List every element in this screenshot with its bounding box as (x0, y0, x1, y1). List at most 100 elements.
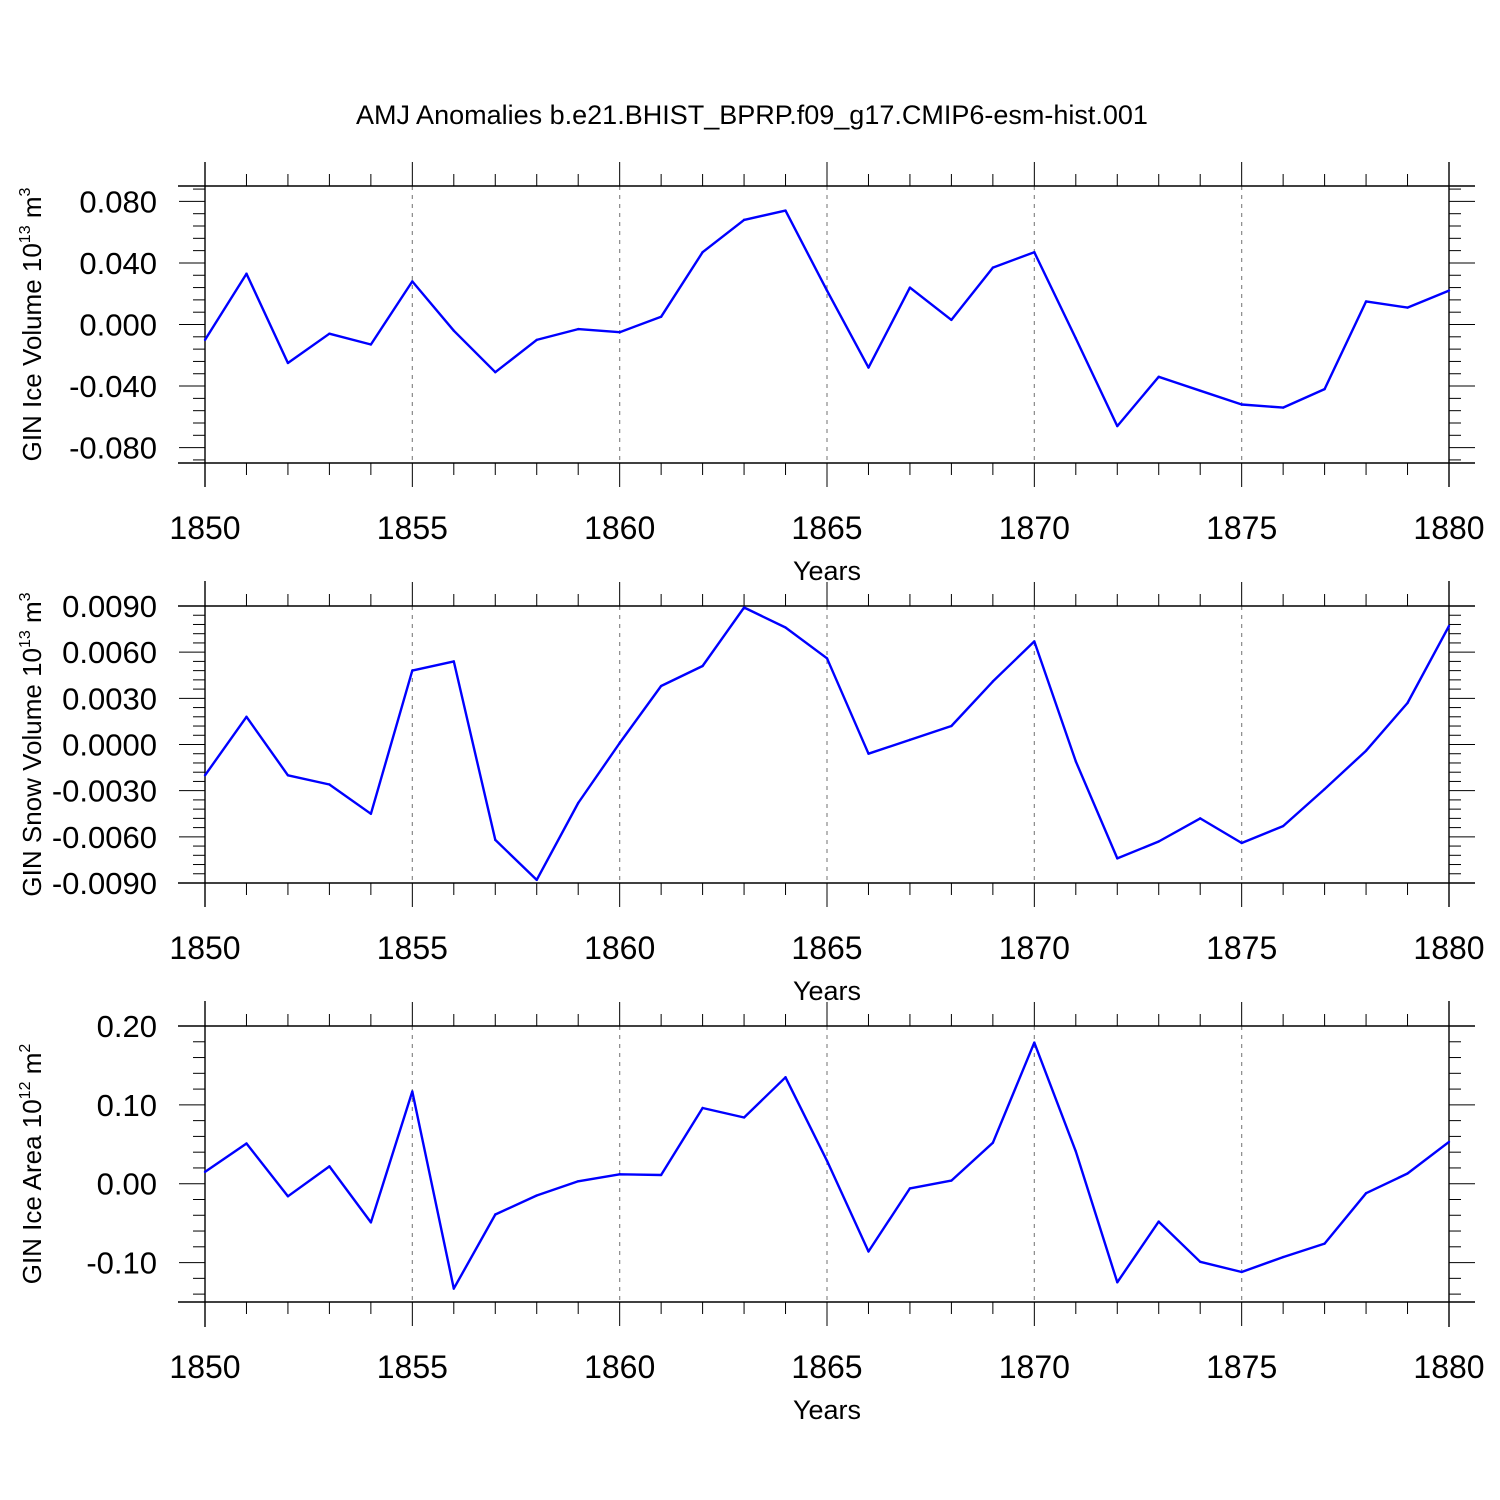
data-point (286, 1195, 290, 1198)
y-tick-label: 0.000 (79, 308, 157, 343)
data-point (535, 1194, 538, 1197)
y-axis-label: GIN Ice Area 1012 m2 (17, 1044, 47, 1285)
data-point (1447, 624, 1451, 628)
x-tick-label: 1855 (377, 1349, 448, 1385)
y-tick-label: -0.040 (69, 369, 157, 404)
data-point (908, 286, 912, 289)
y-tick-label: -0.080 (69, 431, 157, 466)
data-point (618, 330, 621, 334)
data-point (535, 878, 538, 882)
data-point (701, 250, 704, 254)
data-point (991, 266, 995, 269)
data-point (1323, 787, 1326, 791)
data-point (1406, 1172, 1409, 1175)
data-point (494, 838, 497, 842)
x-tick-label: 1850 (169, 510, 240, 546)
data-point (908, 1187, 912, 1190)
data-point (1406, 306, 1409, 309)
data-point (1074, 760, 1078, 763)
data-point (1033, 250, 1036, 254)
data-point (742, 606, 746, 609)
panel-2: 1850 1855 1860 1865 1870 1875 1880 Years -0.0090… (17, 581, 1485, 1006)
data-point (328, 1165, 331, 1168)
y-tick-label: 0.0060 (62, 635, 157, 670)
data-point (825, 289, 829, 292)
panels: 1850 1855 1860 1865 1870 1875 1880 Years -0.080 -… (17, 162, 1485, 1425)
data-point (1240, 1270, 1243, 1274)
data-point (618, 741, 621, 745)
data-point (1406, 701, 1409, 705)
y-tick-label: -0.0060 (52, 820, 157, 855)
data-point (203, 1170, 207, 1174)
y-axis-label: GIN Ice Volume 1013 m3 (17, 187, 47, 461)
data-point (494, 1213, 497, 1216)
data-point (991, 1141, 995, 1144)
data-point (1033, 1041, 1036, 1044)
data-point (535, 338, 538, 342)
data-point (245, 715, 248, 718)
data-point (577, 801, 580, 805)
data-point (577, 1180, 580, 1183)
data-point (825, 657, 829, 660)
x-tick-label: 1865 (791, 1349, 862, 1385)
x-axis-label: Years (793, 1395, 861, 1425)
data-point (452, 329, 455, 332)
y-tick-label: 0.080 (79, 184, 157, 219)
x-tick-label: 1860 (584, 510, 655, 546)
data-point (1157, 375, 1160, 379)
data-point (867, 366, 870, 369)
x-tick-label: 1865 (791, 930, 862, 966)
data-point (701, 1106, 704, 1110)
data-point (659, 315, 663, 319)
data-point (203, 774, 207, 777)
data-point (659, 684, 663, 688)
panel-1: 1850 1855 1860 1865 1870 1875 1880 Years -0.080 -… (17, 162, 1485, 586)
data-point (1281, 1255, 1285, 1259)
data-point (245, 272, 248, 275)
x-tick-label: 1870 (999, 510, 1070, 546)
data-point (784, 626, 787, 629)
data-point (1240, 403, 1243, 406)
data-point (991, 680, 995, 683)
x-tick-label: 1850 (169, 930, 240, 966)
data-point (950, 318, 953, 322)
data-point (245, 1142, 248, 1145)
data-point (411, 669, 414, 672)
data-point (1364, 300, 1368, 303)
x-tick-label: 1875 (1206, 510, 1277, 546)
data-point (1074, 337, 1078, 340)
data-point (369, 812, 373, 815)
data-point (328, 332, 331, 335)
data-point (328, 783, 331, 786)
data-point (203, 338, 207, 342)
data-point (452, 1287, 455, 1290)
data-point (1199, 1260, 1202, 1263)
y-tick-label: 0.0090 (62, 589, 157, 624)
x-tick-label: 1855 (377, 930, 448, 966)
x-tick-label: 1860 (584, 930, 655, 966)
data-point (1281, 406, 1285, 409)
data-point (1116, 1281, 1119, 1284)
x-tick-label: 1850 (169, 1349, 240, 1385)
x-tick-label: 1855 (377, 510, 448, 546)
data-point (452, 660, 455, 663)
x-tick-label: 1875 (1206, 1349, 1277, 1385)
panel-3: 1850 1855 1860 1865 1870 1875 1880 Years -0.10 0.… (17, 1001, 1485, 1425)
data-point (701, 664, 704, 668)
data-point (1323, 387, 1326, 391)
data-point (1364, 1191, 1368, 1195)
data-point (825, 1159, 829, 1163)
y-tick-label: -0.10 (86, 1246, 157, 1281)
y-tick-label: -0.0090 (52, 866, 157, 901)
data-point (494, 371, 497, 374)
data-point (1199, 389, 1202, 392)
y-tick-label: 0.10 (97, 1088, 157, 1123)
y-tick-label: 0.00 (97, 1167, 157, 1202)
figure-title: AMJ Anomalies b.e21.BHIST_BPRP.f09_g17.C… (356, 100, 1148, 130)
data-point (1447, 289, 1451, 292)
data-point (411, 1090, 414, 1093)
data-point (369, 343, 373, 346)
data-point (867, 752, 870, 755)
x-tick-label: 1875 (1206, 930, 1277, 966)
